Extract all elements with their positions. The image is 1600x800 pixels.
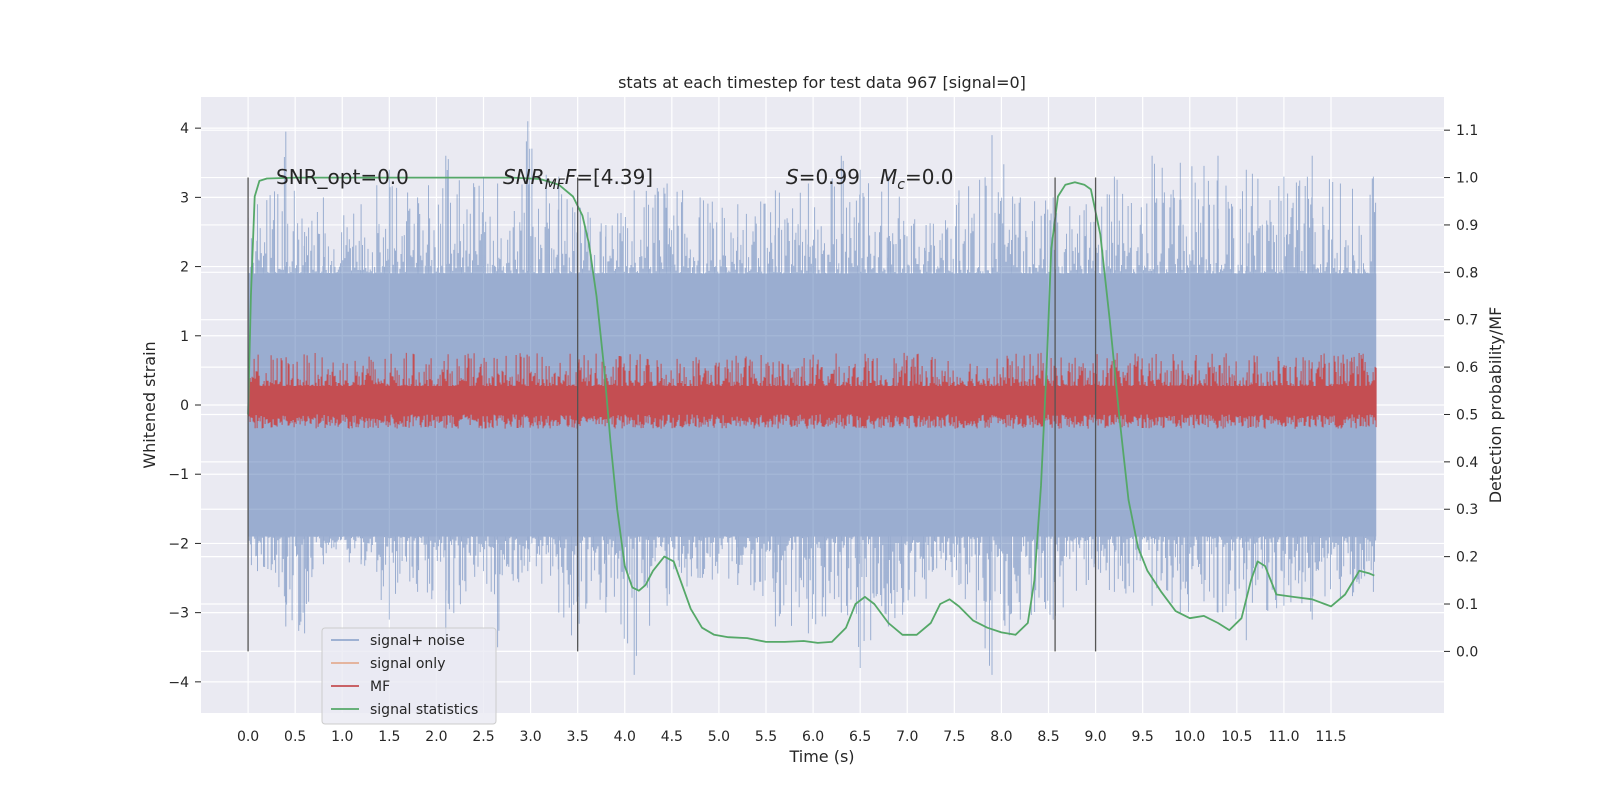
y-tick-label-right-0: 0.0 bbox=[1456, 644, 1478, 660]
y-tick-label-right-1: 0.1 bbox=[1456, 597, 1478, 613]
x-tick-label-15: 7.5 bbox=[943, 729, 965, 745]
x-tick-label-16: 8.0 bbox=[990, 729, 1012, 745]
x-tick-label-19: 9.5 bbox=[1132, 729, 1154, 745]
y-tick-label-right-6: 0.6 bbox=[1456, 360, 1478, 376]
x-tick-label-1: 0.5 bbox=[284, 729, 306, 745]
x-tick-label-4: 2.0 bbox=[425, 729, 447, 745]
x-tick-label-9: 4.5 bbox=[661, 729, 683, 745]
x-tick-label-20: 10.0 bbox=[1174, 729, 1205, 745]
snr-opt-annotation: SNR_opt=0.0 bbox=[276, 165, 409, 189]
y-tick-label-left-7: 3 bbox=[180, 190, 189, 206]
x-tick-label-2: 1.0 bbox=[331, 729, 353, 745]
y-tick-label-right-7: 0.7 bbox=[1456, 313, 1478, 329]
x-tick-label-17: 8.5 bbox=[1037, 729, 1059, 745]
x-tick-label-12: 6.0 bbox=[802, 729, 824, 745]
mc-annotation: Mc=0.0 bbox=[880, 165, 954, 193]
x-tick-label-6: 3.0 bbox=[519, 729, 541, 745]
x-tick-label-3: 1.5 bbox=[378, 729, 400, 745]
x-tick-label-14: 7.0 bbox=[896, 729, 918, 745]
legend-label-signal-noise: signal+ noise bbox=[370, 633, 465, 649]
x-tick-label-0: 0.0 bbox=[237, 729, 259, 745]
x-tick-label-22: 11.0 bbox=[1268, 729, 1299, 745]
y-tick-label-right-8: 0.8 bbox=[1456, 265, 1478, 281]
chart-title: stats at each timestep for test data 967… bbox=[618, 73, 1026, 92]
x-tick-label-13: 6.5 bbox=[849, 729, 871, 745]
legend-label-signal-statistics: signal statistics bbox=[370, 702, 478, 718]
x-axis-label: Time (s) bbox=[788, 747, 854, 766]
y-axis-label-left: Whitened strain bbox=[140, 341, 159, 468]
x-ticks: 0.0 0.5 1.0 1.5 2.0 2.5 3.0 3.5 4.0 4.5 5.0 5.5 6.0 6… bbox=[237, 729, 1347, 745]
s-annotation: S=0.99 bbox=[786, 165, 860, 189]
y-tick-label-right-9: 0.9 bbox=[1456, 218, 1478, 234]
y-axis-label-right: Detection probability/MF bbox=[1486, 307, 1505, 504]
x-tick-label-8: 4.0 bbox=[614, 729, 636, 745]
y-ticks-left: −4 −3 −2 −1 0 1 2 3 4 bbox=[168, 121, 201, 691]
y-ticks-right: 0.0 0.1 0.2 0.3 0.4 0.5 0.6 0.7 0.8 0.9 1.0 1.1 bbox=[1444, 123, 1478, 660]
x-tick-label-5: 2.5 bbox=[472, 729, 494, 745]
y-tick-label-left-2: −2 bbox=[168, 536, 189, 552]
series-signal-statistics bbox=[247, 176, 1375, 644]
vertical-markers bbox=[247, 177, 1097, 652]
y-tick-label-left-6: 2 bbox=[180, 260, 189, 276]
y-tick-label-right-4: 0.4 bbox=[1456, 455, 1478, 471]
snr-mf-annotation: SNRMFF=[4.39] bbox=[503, 165, 653, 193]
legend-label-signal-only: signal only bbox=[370, 656, 445, 672]
x-tick-label-11: 5.5 bbox=[755, 729, 777, 745]
y-tick-label-left-4: 0 bbox=[180, 398, 189, 414]
x-tick-label-23: 11.5 bbox=[1315, 729, 1346, 745]
y-tick-label-left-3: −1 bbox=[168, 467, 189, 483]
series-layer bbox=[247, 121, 1377, 675]
x-tick-label-10: 5.0 bbox=[708, 729, 730, 745]
legend: signal+ noise signal only MF signal stat… bbox=[321, 627, 497, 725]
x-tick-label-7: 3.5 bbox=[567, 729, 589, 745]
legend-box bbox=[321, 627, 497, 725]
y-tick-label-left-0: −4 bbox=[168, 675, 189, 691]
y-tick-label-left-8: 4 bbox=[180, 121, 189, 137]
x-tick-label-18: 9.0 bbox=[1084, 729, 1106, 745]
y-tick-label-right-2: 0.2 bbox=[1456, 550, 1478, 566]
y-tick-label-right-3: 0.3 bbox=[1456, 502, 1478, 518]
legend-label-mf: MF bbox=[370, 679, 390, 695]
y-tick-label-right-11: 1.1 bbox=[1456, 123, 1478, 139]
x-tick-label-21: 10.5 bbox=[1221, 729, 1252, 745]
y-tick-label-left-1: −3 bbox=[168, 606, 189, 622]
series-mf bbox=[247, 352, 1377, 429]
y-tick-label-left-5: 1 bbox=[180, 329, 189, 345]
y-tick-label-right-10: 1.0 bbox=[1456, 171, 1478, 187]
y-tick-label-right-5: 0.5 bbox=[1456, 407, 1478, 423]
